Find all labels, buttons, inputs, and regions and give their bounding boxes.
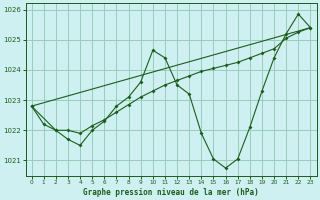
X-axis label: Graphe pression niveau de la mer (hPa): Graphe pression niveau de la mer (hPa) [83, 188, 259, 197]
